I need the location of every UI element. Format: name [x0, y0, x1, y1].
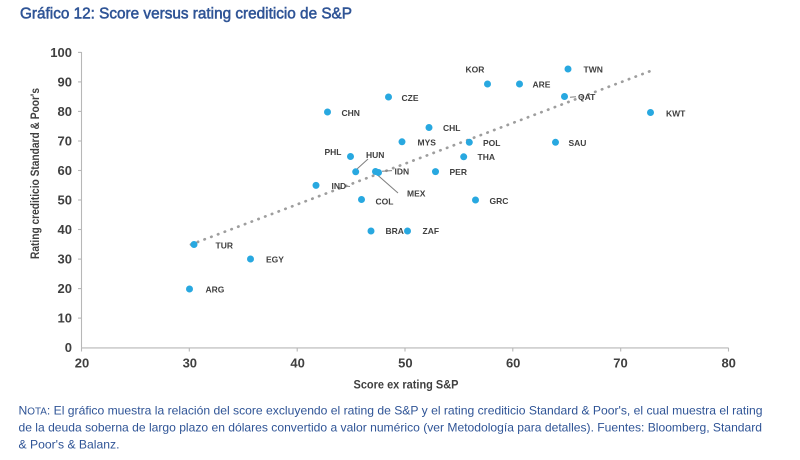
svg-text:TUR: TUR — [216, 241, 233, 251]
svg-text:HUN: HUN — [366, 150, 384, 160]
svg-text:BRA: BRA — [386, 226, 404, 236]
svg-text:EGY: EGY — [266, 254, 284, 264]
svg-text:GRC: GRC — [490, 196, 509, 206]
svg-text:CHN: CHN — [342, 108, 360, 118]
svg-text:CZE: CZE — [402, 93, 419, 103]
svg-text:KOR: KOR — [466, 65, 485, 75]
svg-text:70: 70 — [58, 134, 72, 149]
svg-text:30: 30 — [183, 356, 197, 371]
svg-text:40: 40 — [290, 356, 304, 371]
svg-text:40: 40 — [58, 222, 72, 237]
svg-text:IDN: IDN — [395, 167, 410, 177]
svg-text:KWT: KWT — [666, 109, 686, 119]
svg-text:20: 20 — [58, 281, 72, 296]
svg-text:Rating crediticio Standard & P: Rating crediticio Standard & Poor's — [28, 88, 42, 259]
svg-text:de la deuda soberna de largo p: de la deuda soberna de largo plazo en dó… — [19, 421, 762, 435]
svg-text:IND: IND — [332, 181, 347, 191]
svg-text:Score ex rating S&P: Score ex rating S&P — [354, 378, 459, 392]
svg-text:50: 50 — [58, 193, 72, 208]
svg-text:COL: COL — [376, 197, 394, 207]
svg-text:QAT: QAT — [578, 92, 596, 102]
svg-text:ZAF: ZAF — [423, 226, 440, 236]
svg-text:NOTA: El gráfico muestra la re: NOTA: El gráfico muestra la relación del… — [19, 404, 763, 418]
svg-text:70: 70 — [613, 356, 627, 371]
svg-text:30: 30 — [58, 252, 72, 267]
svg-text:CHL: CHL — [443, 123, 460, 133]
svg-text:60: 60 — [58, 163, 72, 178]
svg-text:0: 0 — [65, 340, 72, 355]
svg-text:THA: THA — [478, 152, 495, 162]
svg-text:80: 80 — [721, 356, 735, 371]
svg-text:ARG: ARG — [206, 284, 225, 294]
svg-text:Gráfico 12: Score versus ratin: Gráfico 12: Score versus rating creditic… — [20, 6, 352, 23]
svg-text:ARE: ARE — [533, 80, 551, 90]
svg-text:50: 50 — [398, 356, 412, 371]
svg-text:PER: PER — [450, 167, 467, 177]
svg-text:& Poor's & Balanz.: & Poor's & Balanz. — [19, 438, 120, 452]
svg-text:SAU: SAU — [569, 138, 587, 148]
svg-text:MEX: MEX — [407, 189, 426, 199]
svg-text:100: 100 — [50, 45, 72, 60]
svg-text:PHL: PHL — [325, 147, 342, 157]
svg-text:80: 80 — [58, 104, 72, 119]
svg-text:10: 10 — [58, 311, 72, 326]
svg-text:POL: POL — [483, 138, 500, 148]
svg-text:20: 20 — [75, 356, 89, 371]
svg-text:MYS: MYS — [418, 137, 437, 147]
svg-text:90: 90 — [58, 74, 72, 89]
svg-text:TWN: TWN — [584, 65, 603, 75]
svg-text:60: 60 — [506, 356, 520, 371]
